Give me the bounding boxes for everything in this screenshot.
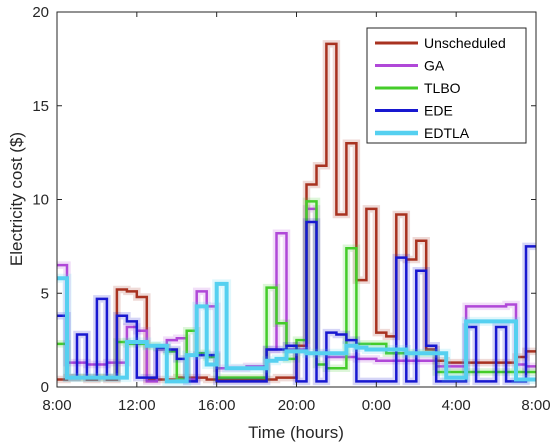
legend-box (366, 27, 527, 144)
x-tick-label: 0:00 (362, 397, 391, 414)
y-tick-label: 15 (32, 98, 49, 115)
legend-label-0: Unscheduled (424, 35, 506, 51)
y-axis: 0 5 10 15 20 (32, 4, 536, 396)
y-tick-label: 10 (32, 192, 49, 209)
x-tick-label: 16:00 (198, 397, 236, 414)
series-line-4 (57, 276, 536, 384)
x-tick-label: 12:00 (118, 397, 156, 414)
x-axis: 8:00 12:00 16:00 20:00 0:00 4:00 8:00 (42, 12, 550, 414)
legend-label-2: TLBO (424, 80, 461, 96)
x-tick-label: 4:00 (442, 397, 471, 414)
legend-label-3: EDE (424, 103, 453, 119)
x-tick-label: 8:00 (521, 397, 550, 414)
legend-label-4: EDTLA (424, 125, 470, 141)
series-line-3 (57, 220, 536, 383)
legend-label-1: GA (424, 58, 445, 74)
y-tick-label: 0 (41, 379, 49, 396)
legend: Unscheduled GA TLBO EDE EDTLA (366, 27, 527, 144)
series-layer (57, 40, 536, 386)
x-tick-label: 20:00 (278, 397, 316, 414)
y-tick-label: 20 (32, 4, 49, 21)
x-tick-label: 8:00 (42, 397, 71, 414)
y-axis-label: Electricity cost ($) (7, 132, 26, 266)
series-line-0 (57, 42, 536, 381)
y-tick-label: 5 (41, 285, 49, 302)
x-axis-label: Time (hours) (248, 423, 344, 442)
